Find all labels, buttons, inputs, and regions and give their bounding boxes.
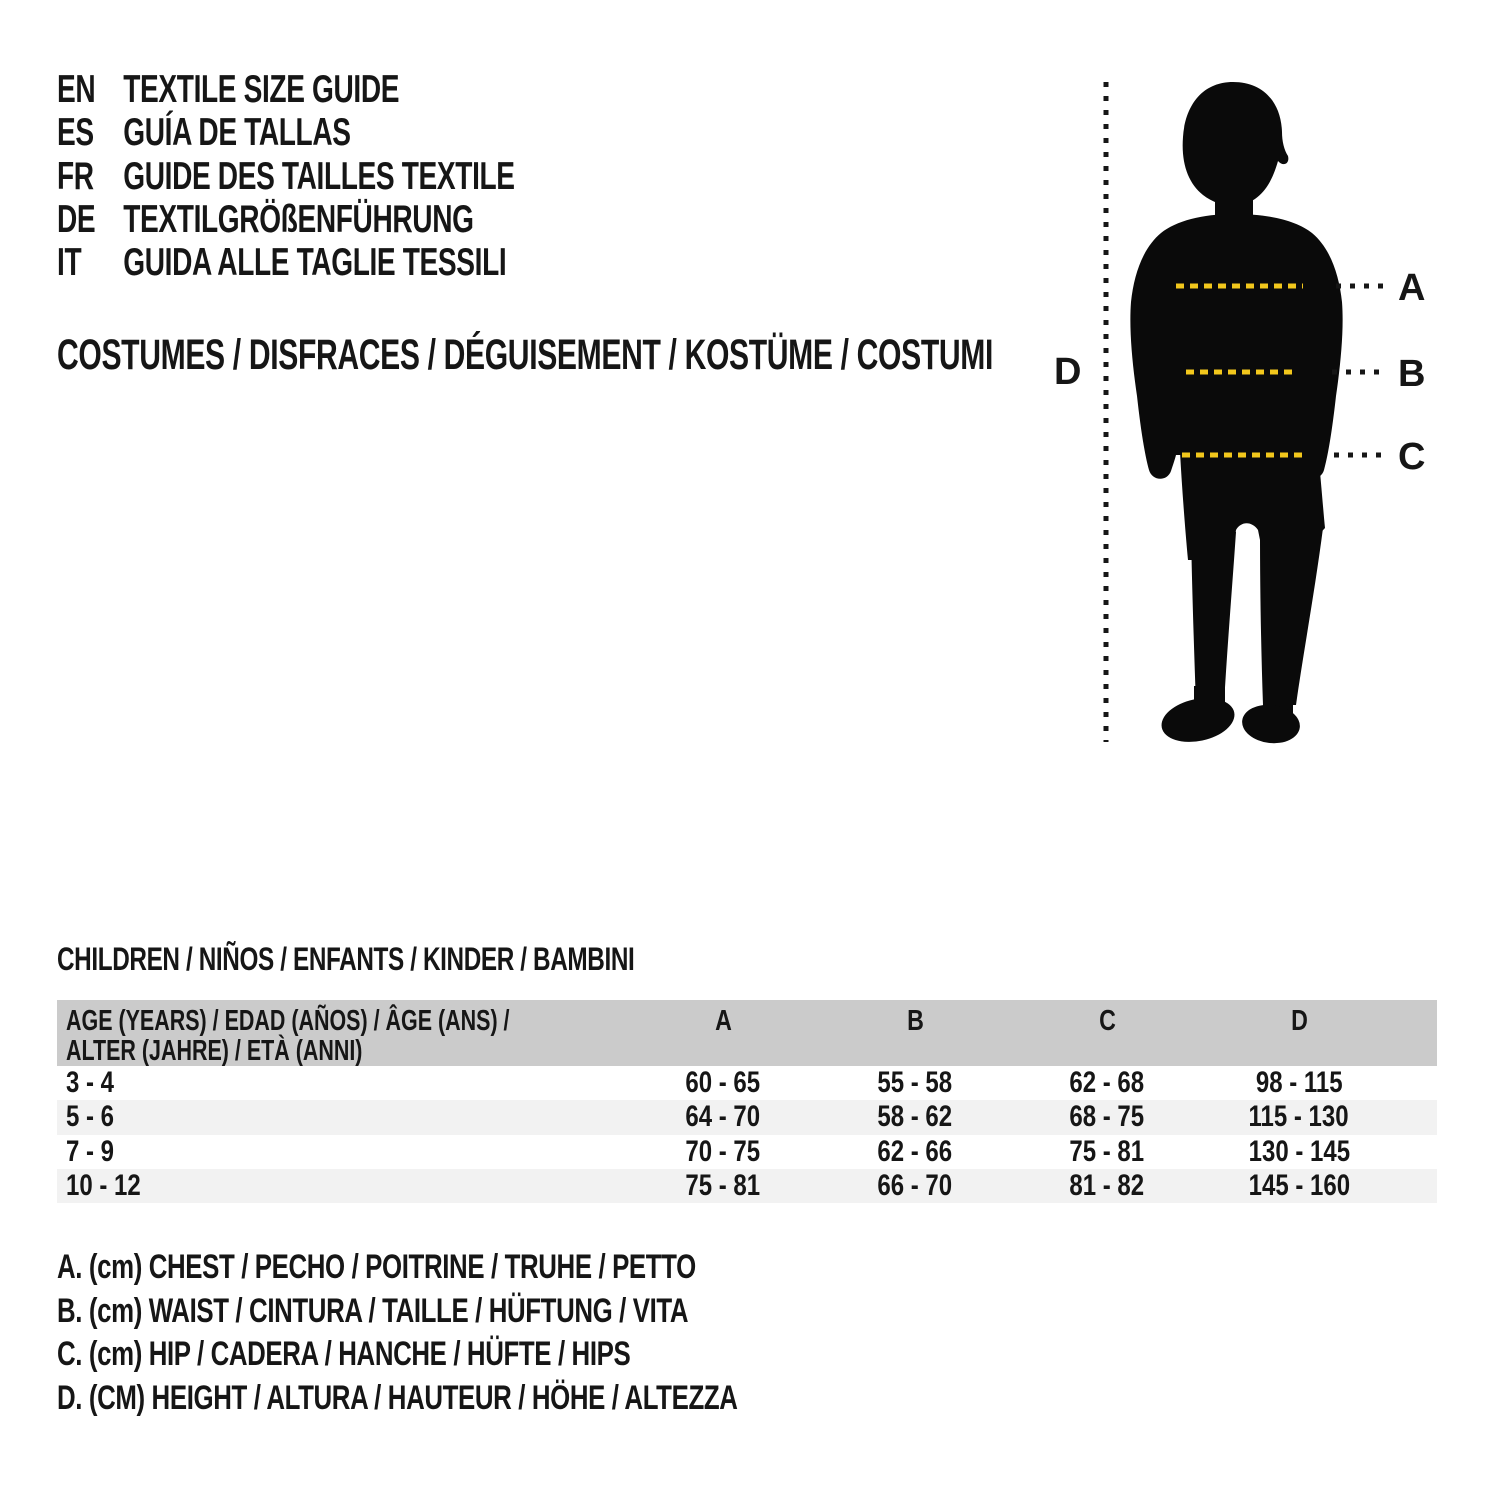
- age-cell: 5 - 6: [57, 1100, 627, 1134]
- chest-value: 60 - 65: [685, 1066, 761, 1100]
- hip-value: 68 - 75: [1069, 1100, 1145, 1134]
- hip-value: 62 - 68: [1069, 1066, 1145, 1100]
- hip-cell: 62 - 68: [1011, 1066, 1203, 1100]
- age-value: 5 - 6: [66, 1100, 115, 1134]
- legend-waist-text: B. (cm) WAIST / CINTURA / TAILLE / HÜFTU…: [57, 1291, 689, 1330]
- height-value: 145 - 160: [1248, 1169, 1350, 1203]
- waist-value: 62 - 66: [877, 1134, 953, 1168]
- hip-cell: 75 - 81: [1011, 1135, 1203, 1169]
- age-header-line1: AGE (YEARS) / EDAD (AÑOS) / ÂGE (ANS) /: [66, 1005, 510, 1037]
- language-label: GUIDE DES TAILLES TEXTILE: [123, 154, 515, 198]
- language-label: TEXTILGRÖßENFÜHRUNG: [123, 197, 474, 241]
- waist-cell: 66 - 70: [819, 1169, 1011, 1203]
- measurement-legend: A. (cm) CHEST / PECHO / POITRINE / TRUHE…: [57, 1246, 952, 1420]
- age-header-line2: ALTER (JAHRE) / ETÀ (ANNI): [66, 1035, 363, 1067]
- age-value: 10 - 12: [66, 1169, 141, 1203]
- table-row-age-3-4: 3 - 4 60 - 65 55 - 58 62 - 68 98 - 115: [57, 1066, 1437, 1100]
- column-header-c-text: C: [1098, 1005, 1116, 1037]
- table-header-row: AGE (YEARS) / EDAD (AÑOS) / ÂGE (ANS) / …: [57, 1000, 1437, 1066]
- hip-value: 81 - 82: [1069, 1169, 1145, 1203]
- child-silhouette-icon: [1130, 82, 1343, 744]
- waist-value: 55 - 58: [877, 1066, 953, 1100]
- language-code: DE: [57, 197, 96, 241]
- column-header-d-text: D: [1290, 1005, 1308, 1037]
- chest-value: 64 - 70: [685, 1100, 761, 1134]
- height-cell: 98 - 115: [1203, 1066, 1395, 1100]
- column-header-a: A: [627, 1000, 819, 1066]
- height-cell: 115 - 130: [1203, 1100, 1395, 1134]
- silhouette-torso: [1130, 214, 1343, 479]
- age-cell: 10 - 12: [57, 1169, 627, 1203]
- chest-cell: 64 - 70: [627, 1100, 819, 1134]
- silhouette-right-leg: [1260, 528, 1323, 705]
- chest-cell: 75 - 81: [627, 1169, 819, 1203]
- language-code: IT: [57, 241, 82, 285]
- height-cell: 145 - 160: [1203, 1169, 1395, 1203]
- legend-height: D. (CM) HEIGHT / ALTURA / HAUTEUR / HÖHE…: [57, 1377, 952, 1421]
- age-value: 3 - 4: [66, 1066, 115, 1100]
- height-cell: 130 - 145: [1203, 1135, 1395, 1169]
- table-row-age-7-9: 7 - 9 70 - 75 62 - 66 75 - 81 130 - 145: [57, 1135, 1437, 1169]
- waist-label: B: [1398, 353, 1425, 395]
- language-code: FR: [57, 154, 94, 198]
- column-header-b-text: B: [906, 1005, 924, 1037]
- waist-cell: 55 - 58: [819, 1066, 1011, 1100]
- hip-cell: 81 - 82: [1011, 1169, 1203, 1203]
- legend-hip-text: C. (cm) HIP / CADERA / HANCHE / HÜFTE / …: [57, 1335, 631, 1374]
- size-table: AGE (YEARS) / EDAD (AÑOS) / ÂGE (ANS) / …: [57, 1000, 1437, 1204]
- legend-waist: B. (cm) WAIST / CINTURA / TAILLE / HÜFTU…: [57, 1290, 952, 1334]
- silhouette-head: [1182, 82, 1289, 206]
- language-row-it: IT GUIDA ALLE TAGLIE TESSILI: [57, 241, 693, 284]
- column-header-b: B: [819, 1000, 1011, 1066]
- hip-value: 75 - 81: [1069, 1134, 1145, 1168]
- chest-cell: 60 - 65: [627, 1066, 819, 1100]
- legend-chest: A. (cm) CHEST / PECHO / POITRINE / TRUHE…: [57, 1246, 952, 1290]
- category-heading-text: COSTUMES / DISFRACES / DÉGUISEMENT / KOS…: [57, 331, 993, 379]
- age-cell: 3 - 4: [57, 1066, 627, 1100]
- waist-cell: 58 - 62: [819, 1100, 1011, 1134]
- chest-value: 70 - 75: [685, 1134, 761, 1168]
- language-label: GUÍA DE TALLAS: [123, 111, 351, 155]
- language-row-es: ES GUÍA DE TALLAS: [57, 111, 693, 154]
- chest-value: 75 - 81: [685, 1169, 761, 1203]
- table-title: CHILDREN / NIÑOS / ENFANTS / KINDER / BA…: [57, 941, 817, 977]
- age-column-header: AGE (YEARS) / EDAD (AÑOS) / ÂGE (ANS) / …: [57, 1000, 627, 1066]
- silhouette-left-shoe: [1161, 698, 1235, 742]
- language-row-de: DE TEXTILGRÖßENFÜHRUNG: [57, 198, 693, 241]
- waist-cell: 62 - 66: [819, 1135, 1011, 1169]
- chest-label: A: [1398, 267, 1425, 309]
- language-code: ES: [57, 111, 94, 155]
- legend-height-text: D. (CM) HEIGHT / ALTURA / HAUTEUR / HÖHE…: [57, 1378, 738, 1417]
- column-header-c: C: [1011, 1000, 1203, 1066]
- column-header-d: D: [1203, 1000, 1395, 1066]
- height-value: 130 - 145: [1248, 1134, 1350, 1168]
- table-row-age-10-12: 10 - 12 75 - 81 66 - 70 81 - 82 145 - 16…: [57, 1168, 1437, 1204]
- silhouette-left-leg: [1191, 532, 1236, 705]
- age-cell: 7 - 9: [57, 1135, 627, 1169]
- height-label: D: [1054, 351, 1081, 393]
- age-value: 7 - 9: [66, 1134, 115, 1168]
- chest-cell: 70 - 75: [627, 1135, 819, 1169]
- column-header-a-text: A: [714, 1005, 732, 1037]
- language-row-en: EN TEXTILE SIZE GUIDE: [57, 68, 693, 111]
- waist-value: 66 - 70: [877, 1169, 953, 1203]
- height-value: 115 - 130: [1248, 1100, 1350, 1134]
- silhouette-right-shoe: [1242, 704, 1300, 744]
- table-row-age-5-6: 5 - 6 64 - 70 58 - 62 68 - 75 115 - 130: [57, 1100, 1437, 1135]
- hip-label: C: [1398, 436, 1425, 478]
- height-value: 98 - 115: [1255, 1066, 1343, 1100]
- language-list: EN TEXTILE SIZE GUIDE ES GUÍA DE TALLAS FR…: [57, 68, 693, 284]
- legend-chest-text: A. (cm) CHEST / PECHO / POITRINE / TRUHE…: [57, 1248, 696, 1286]
- waist-value: 58 - 62: [877, 1100, 953, 1134]
- measurement-diagram: A B C D: [1054, 82, 1425, 744]
- category-heading: COSTUMES / DISFRACES / DÉGUISEMENT / KOS…: [57, 332, 1394, 378]
- language-label: GUIDA ALLE TAGLIE TESSILI: [123, 241, 507, 285]
- table-title-text: CHILDREN / NIÑOS / ENFANTS / KINDER / BA…: [57, 941, 635, 977]
- language-code: EN: [57, 68, 96, 111]
- language-row-fr: FR GUIDE DES TAILLES TEXTILE: [57, 155, 693, 198]
- hip-cell: 68 - 75: [1011, 1100, 1203, 1134]
- legend-hip: C. (cm) HIP / CADERA / HANCHE / HÜFTE / …: [57, 1333, 952, 1377]
- language-label: TEXTILE SIZE GUIDE: [123, 68, 400, 111]
